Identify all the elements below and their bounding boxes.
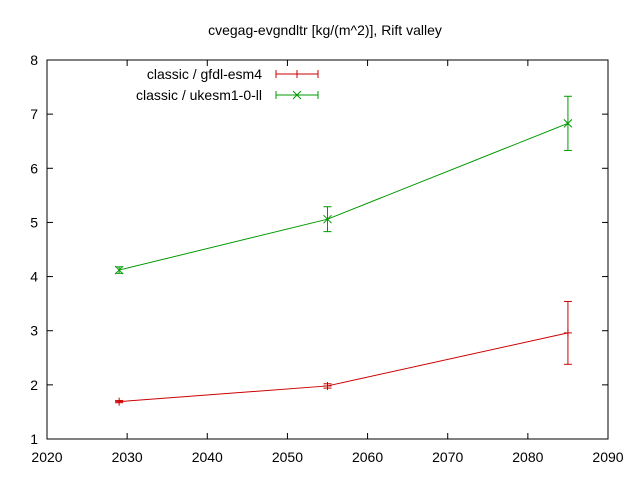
y-tick-label: 1: [30, 431, 38, 447]
data-point: [115, 397, 124, 406]
legend-label: classic / gfdl-esm4: [147, 66, 262, 82]
series-0: [115, 300, 572, 406]
legend-label: classic / ukesm1-0-ll: [136, 87, 262, 103]
legend-marker-d2: [292, 90, 302, 100]
legend-marker: [292, 90, 302, 100]
x-tick-label: 2090: [592, 449, 623, 465]
legend: classic / gfdl-esm4 classic / ukesm1-0-ll: [136, 66, 319, 103]
y-tick-label: 7: [30, 106, 38, 122]
legend-marker: [293, 70, 301, 78]
data-point-d2: [563, 118, 573, 128]
data-point-d2: [114, 265, 124, 275]
x-tick-label: 2050: [272, 449, 303, 465]
data-point: [563, 118, 573, 128]
y-tick-label: 6: [30, 160, 38, 176]
y-tick-label: 3: [30, 323, 38, 339]
x-tick-label: 2040: [192, 449, 223, 465]
x-tick-label: 2070: [432, 449, 463, 465]
data-point: [563, 328, 572, 337]
y-tick-label: 8: [30, 52, 38, 68]
x-tick-label: 2060: [352, 449, 383, 465]
x-tick-label: 2020: [31, 449, 62, 465]
series-line: [119, 122, 569, 271]
chart-title: cvegag-evgndltr [kg/(m^2)], Rift valley: [208, 22, 442, 38]
axis-ticks: 2020 2030 2040 2050 2060 2070 2080 2090 1 2 3 4 5 6 7 8: [30, 52, 624, 465]
legend-entry-1: classic / ukesm1-0-ll: [136, 87, 319, 103]
data-point: [323, 214, 332, 224]
x-tick-label: 2030: [112, 449, 143, 465]
y-tick-label: 4: [30, 269, 38, 285]
data-point: [323, 381, 332, 390]
data-point: [114, 265, 124, 275]
legend-entry-0: classic / gfdl-esm4: [147, 66, 319, 82]
y-tick-label: 5: [30, 214, 38, 230]
series-layer: [114, 95, 573, 406]
y-tick-label: 2: [30, 377, 38, 393]
series-line: [119, 332, 569, 403]
x-tick-label: 2080: [512, 449, 543, 465]
series-1: [114, 95, 573, 275]
data-point-d2: [323, 214, 332, 224]
plot-frame: [46, 59, 609, 440]
